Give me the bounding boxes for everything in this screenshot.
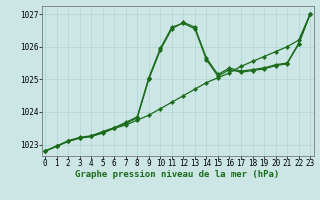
X-axis label: Graphe pression niveau de la mer (hPa): Graphe pression niveau de la mer (hPa) bbox=[76, 170, 280, 179]
